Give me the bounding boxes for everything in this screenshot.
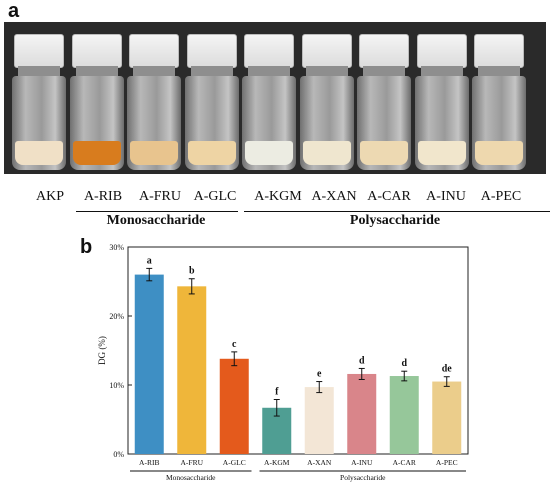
vial-a-xan (299, 22, 354, 174)
vial-powder (417, 141, 466, 165)
vial-a-fru (127, 22, 181, 174)
vial-cap (301, 34, 352, 68)
mono-group-line (76, 211, 238, 212)
vial-glass (242, 76, 296, 170)
bar-a-rib (134, 274, 164, 454)
vial-glass (184, 76, 239, 170)
mono-group-label: Monosaccharide (106, 213, 206, 228)
bar-a-xan (304, 387, 334, 454)
bar-a-car (389, 376, 419, 454)
vials-photo (4, 22, 546, 174)
vial-label: A-GLC (193, 189, 237, 204)
significance-label: d (359, 355, 365, 366)
vial-powder (245, 141, 293, 165)
significance-label: b (189, 266, 195, 277)
bar-a-inu (347, 373, 377, 454)
vial-a-rib (69, 22, 124, 174)
vial-neck (420, 66, 463, 76)
vial-glass (127, 76, 181, 170)
mono-group-chart-label: Monosaccharide (166, 473, 216, 482)
vial-akp (12, 22, 66, 174)
significance-label: a (147, 255, 152, 266)
bar-a-glc (219, 358, 249, 454)
panel-a-label: a (8, 0, 20, 22)
vial-powder (360, 141, 408, 165)
chart-labels: a A-RIB b A-FRU c A-GLC f A-KGM e A-XAN d A-INU d A-C… (130, 255, 466, 482)
vial-label: A-PEC (480, 189, 522, 204)
vial-cap (71, 34, 122, 68)
poly-group-chart-label: Polysaccharide (340, 473, 386, 482)
y-tick-label: 30% (109, 243, 124, 252)
significance-label: f (275, 386, 279, 397)
dg-bar-chart: 0% 10% 20% 30% DG (%) a A-RIB b A-FRU c A-GLC f A-K… (97, 243, 469, 482)
vial-cap (474, 34, 524, 68)
vial-glass (357, 76, 411, 170)
x-tick-label: A-FRU (180, 458, 203, 467)
y-axis-label: DG (%) (97, 336, 107, 365)
x-tick-label: A-XAN (307, 458, 332, 467)
x-tick-label: A-GLC (223, 458, 246, 467)
vial-cap (359, 34, 409, 68)
vial-neck (75, 66, 118, 76)
vial-cap (416, 34, 467, 68)
vial-cap (186, 34, 237, 68)
poly-group-label: Polysaccharide (349, 213, 441, 228)
plot-frame (127, 246, 469, 455)
vial-neck (363, 66, 405, 76)
vial-label: A-INU (426, 189, 466, 204)
vial-glass (299, 76, 354, 170)
significance-label: e (317, 369, 322, 380)
vial-powder (72, 141, 121, 165)
bar-a-pec (432, 381, 462, 454)
vial-glass (414, 76, 469, 170)
vial-a-car (357, 22, 411, 174)
bar-a-fru (177, 286, 207, 454)
vial-cap (14, 34, 64, 68)
vial-label: AKP (35, 189, 65, 204)
vial-a-kgm (242, 22, 296, 174)
y-tick-label: 10% (109, 381, 124, 390)
vial-powder (302, 141, 351, 165)
vial-label: A-RIB (83, 189, 123, 204)
x-tick-label: A-INU (351, 458, 373, 467)
y-tick-label: 20% (109, 312, 124, 321)
poly-group-line (244, 211, 550, 212)
vial-powder (130, 141, 178, 165)
chart-bars (134, 267, 462, 454)
vial-cap (244, 34, 294, 68)
vial-a-glc (184, 22, 239, 174)
vial-powder (15, 141, 63, 165)
vial-label: A-CAR (367, 189, 411, 204)
vial-neck (478, 66, 520, 76)
significance-label: de (442, 364, 453, 375)
vial-powder (187, 141, 236, 165)
x-tick-label: A-PEC (436, 458, 458, 467)
vial-label: A-FRU (138, 189, 182, 204)
vial-powder (475, 141, 523, 165)
vial-neck (18, 66, 60, 76)
vial-neck (305, 66, 348, 76)
significance-label: d (401, 358, 407, 369)
vial-glass (69, 76, 124, 170)
vial-neck (133, 66, 175, 76)
x-tick-label: A-RIB (139, 458, 159, 467)
vial-cap (129, 34, 179, 68)
vial-neck (190, 66, 233, 76)
vial-a-inu (414, 22, 469, 174)
vial-a-pec (472, 22, 526, 174)
vial-neck (248, 66, 290, 76)
vial-glass (472, 76, 526, 170)
y-tick-label: 0% (113, 450, 124, 459)
panel-b-label: b (80, 236, 93, 258)
vial-glass (12, 76, 66, 170)
vial-label: A-KGM (254, 189, 302, 204)
significance-label: c (232, 339, 237, 350)
x-tick-label: A-CAR (393, 458, 416, 467)
x-tick-label: A-KGM (264, 458, 290, 467)
vial-label: A-XAN (311, 189, 357, 204)
